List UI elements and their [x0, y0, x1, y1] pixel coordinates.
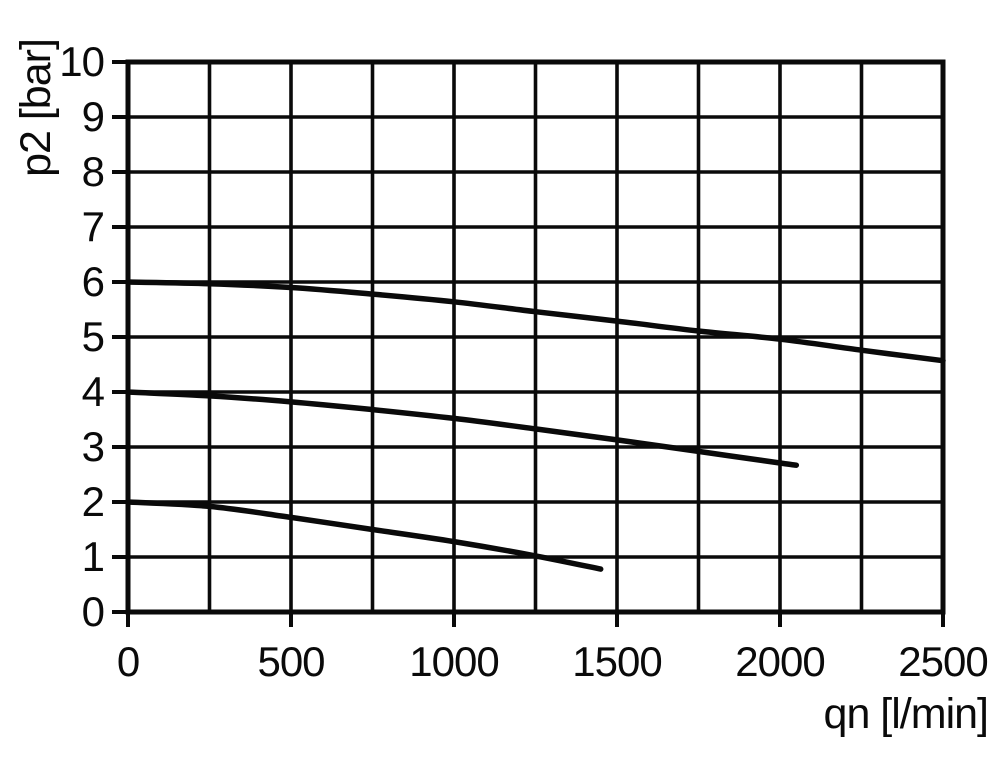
y-tick-label: 2	[81, 478, 105, 525]
y-tick-label: 8	[81, 148, 105, 195]
y-tick-label: 3	[81, 423, 105, 470]
x-tick-label: 500	[257, 638, 325, 685]
x-tick-label: 2500	[898, 638, 988, 685]
y-tick-label: 10	[59, 38, 105, 85]
y-tick-label: 4	[81, 368, 105, 415]
y-tick-label: 6	[81, 258, 105, 305]
y-tick-label: 7	[81, 203, 105, 250]
x-tick-label: 1000	[409, 638, 499, 685]
y-tick-label: 5	[81, 313, 105, 360]
x-tick-label: 1500	[572, 638, 662, 685]
middle-curve-4bar	[125, 389, 800, 468]
y-tick-label: 1	[81, 533, 105, 580]
x-tick-label: 0	[116, 638, 140, 685]
y-tick-label: 0	[81, 588, 105, 635]
x-axis-title: qn [l/min]	[823, 690, 989, 738]
y-tick-label: 9	[81, 93, 105, 140]
x-tick-label: 2000	[735, 638, 825, 685]
lower-curve-2bar	[125, 499, 604, 572]
upper-curve-6bar	[125, 279, 946, 364]
